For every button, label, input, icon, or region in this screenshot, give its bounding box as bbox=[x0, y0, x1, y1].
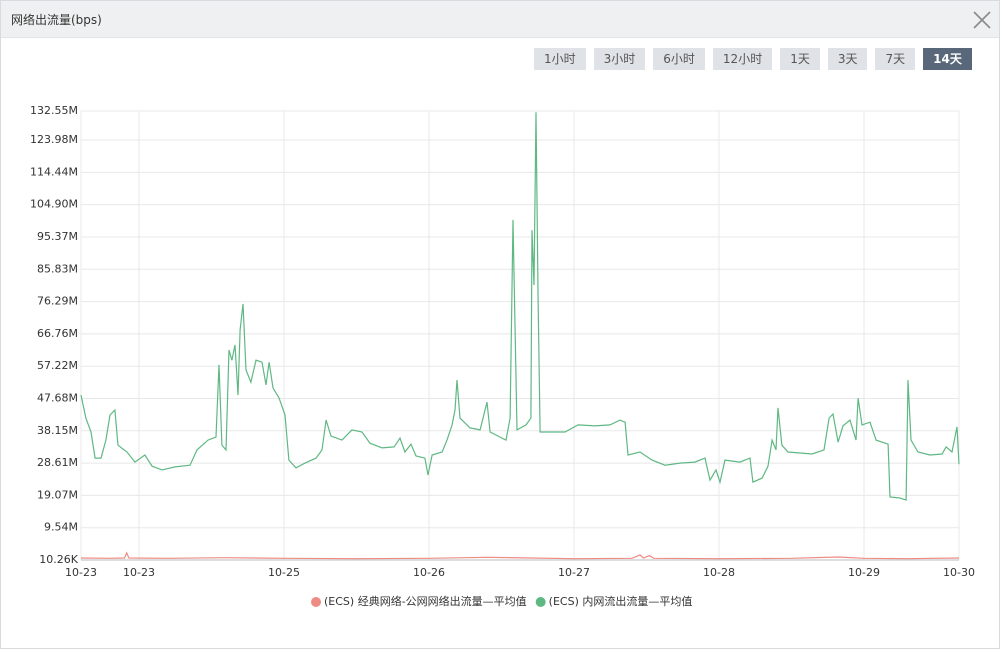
legend-marker bbox=[535, 597, 546, 607]
x-tick-label: 10-27 bbox=[558, 566, 590, 579]
x-tick-label: 10-30 bbox=[943, 566, 975, 579]
y-tick-label: 28.61M bbox=[37, 456, 78, 469]
modal-header: 网络出流量(bps) bbox=[1, 1, 999, 38]
time-range-button[interactable]: 1小时 bbox=[534, 48, 586, 70]
time-range-button[interactable]: 12小时 bbox=[712, 48, 773, 70]
y-tick-label: 9.54M bbox=[44, 521, 78, 534]
y-tick-label: 38.15M bbox=[37, 424, 78, 437]
legend: (ECS) 经典网络-公网网络出流量—平均值 (ECS) 内网流出流量—平均值 bbox=[311, 594, 692, 608]
legend-marker bbox=[311, 597, 321, 607]
y-tick-label: 123.98M bbox=[30, 133, 78, 146]
x-tick-label: 10-23 bbox=[123, 566, 155, 579]
time-range-button[interactable]: 3天 bbox=[827, 48, 868, 70]
y-tick-label: 57.22M bbox=[37, 359, 78, 372]
time-range-button[interactable]: 14天 bbox=[923, 48, 972, 70]
y-tick-label: 114.44M bbox=[30, 165, 78, 178]
series-line bbox=[80, 112, 960, 501]
y-tick-label: 76.29M bbox=[37, 295, 78, 308]
y-tick-label: 47.68M bbox=[37, 392, 78, 405]
x-tick-label: 10-29 bbox=[848, 566, 880, 579]
x-tick-label: 10-23 bbox=[65, 566, 97, 579]
y-tick-label: 95.37M bbox=[37, 230, 78, 243]
x-tick-label: 10-26 bbox=[413, 566, 445, 579]
y-tick-label: 19.07M bbox=[37, 488, 78, 501]
y-tick-label: 104.90M bbox=[30, 198, 78, 211]
modal-title: 网络出流量(bps) bbox=[11, 13, 102, 27]
time-range-button[interactable]: 6小时 bbox=[653, 48, 705, 70]
time-range-button[interactable]: 1天 bbox=[780, 48, 820, 70]
close-button[interactable] bbox=[971, 9, 993, 31]
y-tick-label: 132.55M bbox=[30, 104, 78, 117]
y-tick-label: 85.83M bbox=[37, 262, 78, 275]
legend-label[interactable]: (ECS) 内网流出流量—平均值 bbox=[549, 594, 693, 608]
x-tick-label: 10-25 bbox=[268, 566, 300, 579]
legend-label[interactable]: (ECS) 经典网络-公网网络出流量—平均值 bbox=[324, 594, 527, 608]
y-tick-label: 10.26K bbox=[39, 553, 78, 566]
time-range-button[interactable]: 7天 bbox=[875, 48, 916, 70]
time-range-button[interactable]: 3小时 bbox=[593, 48, 646, 70]
time-range-buttons: 1小时 3小时 6小时 12小时 1天 3天 7天 14天 bbox=[534, 48, 972, 70]
x-tick-label: 10-28 bbox=[703, 566, 735, 579]
series-line bbox=[80, 551, 960, 560]
y-tick-label: 66.76M bbox=[37, 327, 78, 340]
